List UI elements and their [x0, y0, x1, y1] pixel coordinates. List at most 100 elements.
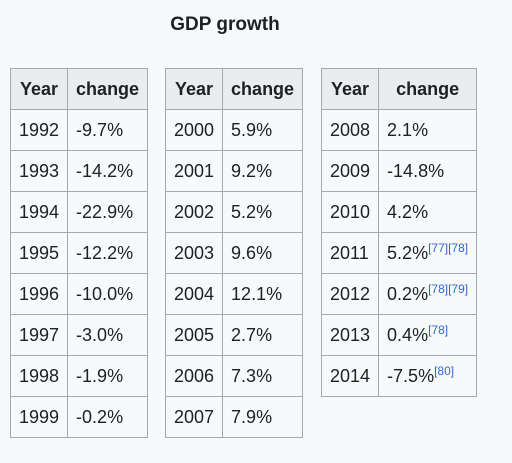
change-value: 2.1%: [387, 119, 429, 140]
citation-link[interactable]: [80]: [434, 363, 455, 378]
change-cell: -9.7%: [67, 109, 149, 151]
change-value: 4.2%: [387, 201, 429, 222]
change-cell: 0.2%[78][79]: [378, 273, 478, 315]
table-row: 1993 -14.2%: [9, 150, 149, 192]
change-cell: 5.9%: [222, 109, 304, 151]
change-cell: 9.2%: [222, 150, 304, 192]
change-value: -14.8%: [387, 160, 445, 181]
year-cell: 1992: [9, 109, 69, 151]
table-row: 1998 -1.9%: [9, 355, 149, 397]
change-cell: 9.6%: [222, 232, 304, 274]
year-cell: 1995: [9, 232, 69, 274]
year-cell: 2006: [164, 355, 224, 397]
year-cell: 1994: [9, 191, 69, 233]
change-cell: -14.8%: [378, 150, 478, 192]
year-cell: 1998: [9, 355, 69, 397]
citation-link[interactable]: [78]: [428, 322, 449, 337]
year-cell: 2011: [320, 232, 380, 274]
change-cell: 7.9%: [222, 396, 304, 438]
table-row: 1997 -3.0%: [9, 314, 149, 356]
change-cell: -0.2%: [67, 396, 149, 438]
gdp-table-1992-1999: Year change 1992 -9.7% 1993 -14.2% 1994 -22.9…: [9, 68, 149, 438]
year-cell: 2004: [164, 273, 224, 315]
change-cell: -7.5%[80]: [378, 355, 478, 397]
table-row: 1999 -0.2%: [9, 396, 149, 438]
year-cell: 2012: [320, 273, 380, 315]
table-row: 2013 0.4%[78]: [320, 314, 478, 356]
year-cell: 2001: [164, 150, 224, 192]
table-row: 1995 -12.2%: [9, 232, 149, 274]
change-value: -9.7%: [76, 119, 124, 140]
year-cell: 2003: [164, 232, 224, 274]
change-value: -3.0%: [76, 324, 124, 345]
year-cell: 1999: [9, 396, 69, 438]
change-value: 5.9%: [231, 119, 273, 140]
year-cell: 2009: [320, 150, 380, 192]
table-row: 2012 0.2%[78][79]: [320, 273, 478, 315]
year-cell: 2014: [320, 355, 380, 397]
change-cell: -14.2%: [67, 150, 149, 192]
gdp-table-2000-2007: Year change 2000 5.9% 2001 9.2% 2002 5.2% 2003…: [164, 68, 304, 438]
table-row: 2014 -7.5%[80]: [320, 355, 478, 397]
table-row: 2009 -14.8%: [320, 150, 478, 192]
change-cell: 5.2%: [222, 191, 304, 233]
change-cell: 0.4%[78]: [378, 314, 478, 356]
year-cell: 2005: [164, 314, 224, 356]
change-value: -22.9%: [76, 201, 134, 222]
year-cell: 1993: [9, 150, 69, 192]
table-row: 2002 5.2%: [164, 191, 304, 233]
table-row: 2000 5.9%: [164, 109, 304, 151]
change-header: change: [378, 68, 478, 110]
year-cell: 2007: [164, 396, 224, 438]
change-value: -1.9%: [76, 365, 124, 386]
change-value: 9.2%: [231, 160, 273, 181]
table-row: 1994 -22.9%: [9, 191, 149, 233]
year-header: Year: [320, 68, 380, 110]
change-cell: -3.0%: [67, 314, 149, 356]
change-cell: 12.1%: [222, 273, 304, 315]
year-cell: 2000: [164, 109, 224, 151]
change-value: 2.7%: [231, 324, 273, 345]
change-value: 5.2%: [231, 201, 273, 222]
table-row: 2007 7.9%: [164, 396, 304, 438]
change-value: 5.2%: [387, 242, 429, 263]
change-value: 7.3%: [231, 365, 273, 386]
change-value: -14.2%: [76, 160, 134, 181]
table-row: 2005 2.7%: [164, 314, 304, 356]
change-value: -0.2%: [76, 406, 124, 427]
year-header: Year: [164, 68, 224, 110]
change-cell: -1.9%: [67, 355, 149, 397]
change-value: -10.0%: [76, 283, 134, 304]
year-cell: 1996: [9, 273, 69, 315]
table-row: 2004 12.1%: [164, 273, 304, 315]
change-value: 0.2%: [387, 283, 429, 304]
year-cell: 1997: [9, 314, 69, 356]
table-row: 2003 9.6%: [164, 232, 304, 274]
change-value: -7.5%: [387, 365, 435, 386]
change-cell: 2.7%: [222, 314, 304, 356]
citation-link[interactable]: [77][78]: [428, 240, 469, 255]
year-cell: 2008: [320, 109, 380, 151]
table-row: 1992 -9.7%: [9, 109, 149, 151]
citation-link[interactable]: [78][79]: [428, 281, 469, 296]
change-cell: 5.2%[77][78]: [378, 232, 478, 274]
year-cell: 2010: [320, 191, 380, 233]
change-value: -12.2%: [76, 242, 134, 263]
change-cell: 2.1%: [378, 109, 478, 151]
change-cell: -22.9%: [67, 191, 149, 233]
change-value: 9.6%: [231, 242, 273, 263]
gdp-table-2008-2014: Year change 2008 2.1% 2009 -14.8% 2010 4.2% 20…: [320, 68, 478, 397]
change-value: 12.1%: [231, 283, 283, 304]
change-header: change: [222, 68, 304, 110]
year-header: Year: [9, 68, 69, 110]
table-row: 1996 -10.0%: [9, 273, 149, 315]
table-row: 2010 4.2%: [320, 191, 478, 233]
change-cell: -10.0%: [67, 273, 149, 315]
table-row: 2001 9.2%: [164, 150, 304, 192]
year-cell: 2013: [320, 314, 380, 356]
change-cell: -12.2%: [67, 232, 149, 274]
change-header: change: [67, 68, 149, 110]
table-title: GDP growth: [170, 14, 280, 35]
change-cell: 4.2%: [378, 191, 478, 233]
year-cell: 2002: [164, 191, 224, 233]
